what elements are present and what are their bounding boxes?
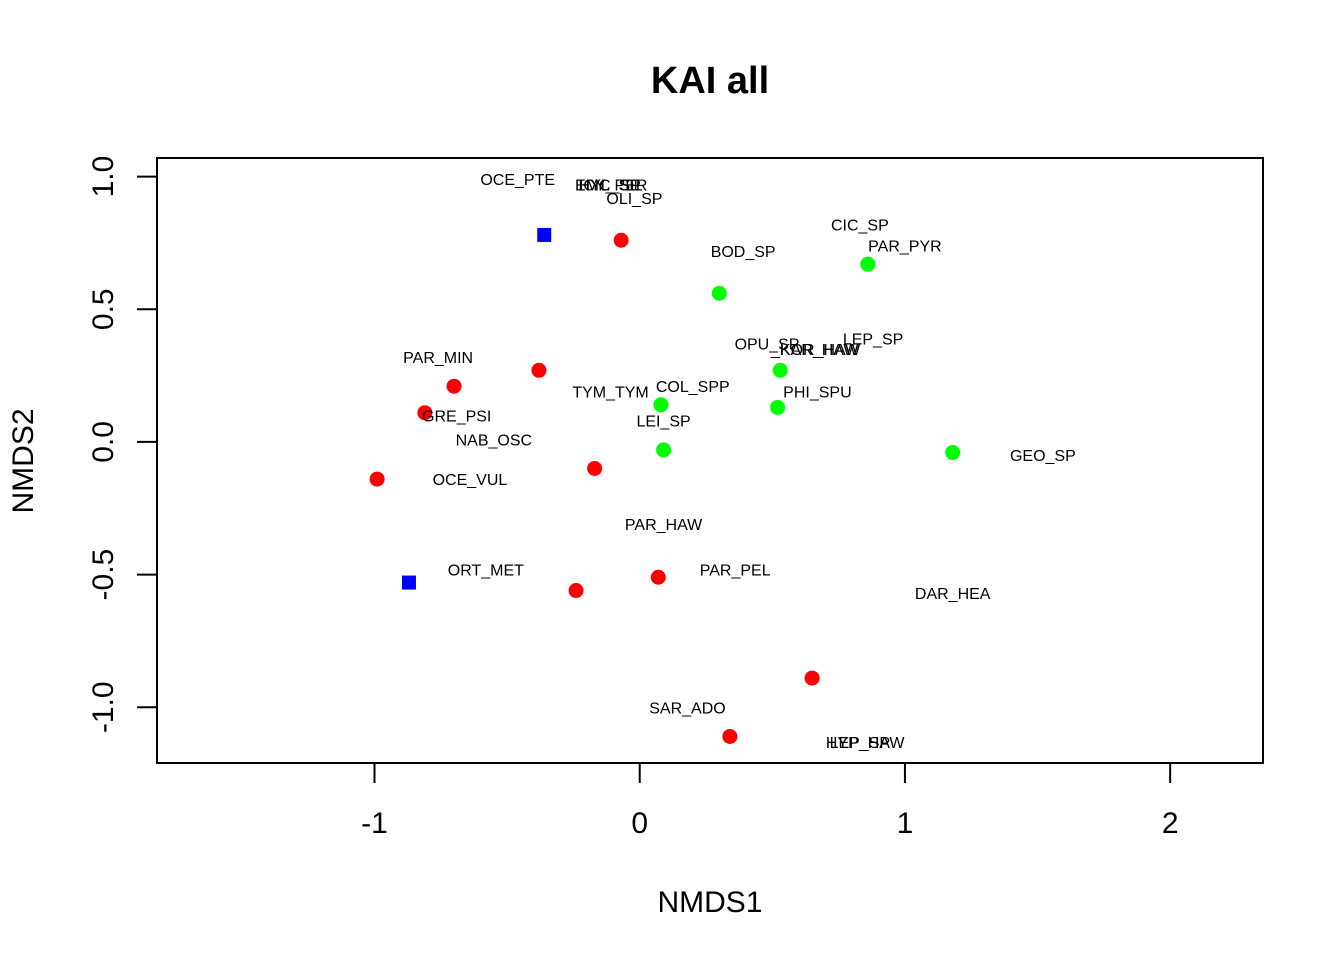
species-label: KOR_HAW [780,342,861,359]
species-label: LEI_SP [636,414,690,431]
species-label: CIC_SP [831,217,889,234]
data-point-green-circle [656,442,672,458]
y-tick-label: 0.5 [87,288,120,330]
species-label: HYL_SIL [579,178,643,195]
species-label: BOD_SP [711,244,776,261]
y-tick-label: -0.5 [87,549,120,601]
species-label: HYP_HAW [826,735,905,752]
species-label: PAR_HAW [625,517,703,534]
data-point-red-circle [369,471,385,487]
species-label: OLI_SP [606,191,662,208]
species-label: GEO_SP [1010,448,1076,465]
species-label: OCE_PTE [480,172,555,189]
species-label: _KAR_HAW [770,342,859,359]
x-tick-label: 1 [897,807,914,840]
x-axis-label: NMDS1 [657,886,762,919]
species-label: PAR_PEL [700,562,771,579]
species-label: PAR_PYR [868,239,942,256]
species-label: TYM_TYM [572,385,648,402]
data-point-green-circle [860,256,876,272]
data-point-blue-square [401,575,416,590]
data-point-red-circle [446,378,462,394]
y-tick-label: 1.0 [87,156,120,198]
data-point-red-circle [531,362,547,378]
species-label: EMC_SP [575,178,641,195]
x-axis: -1 0 1 2 [361,762,1179,840]
species-label: LEP_SP [843,331,903,348]
x-tick-label: 0 [631,807,648,840]
y-axis-label: NMDS2 [7,408,40,513]
species-label: COL_SPP [656,379,730,396]
species-label: NAB_OSC [456,432,532,449]
species-label: OCE_VUL [433,472,508,489]
data-point-red-circle [568,583,584,599]
data-points [369,227,961,744]
data-point-red-circle [804,670,820,686]
x-tick-label: 2 [1162,807,1179,840]
species-label: GRE_PSI [422,408,491,425]
y-tick-label: -1.0 [87,681,120,733]
species-label: PHI_SPU [783,385,851,402]
data-point-red-circle [587,460,603,476]
species-label: PAR_MIN [403,350,473,367]
data-point-green-circle [653,397,669,413]
data-point-red-circle [417,405,433,421]
chart-title: KAI all [651,60,769,102]
data-point-green-circle [945,445,961,461]
data-point-red-circle [613,232,629,248]
species-label: OPU_SP [735,337,800,354]
species-label: DAR_HEA [915,586,991,603]
species-label: ICY_PER [579,178,647,195]
species-label: LEP_SP [830,735,890,752]
data-point-red-circle [722,728,738,744]
x-tick-label: -1 [361,807,388,840]
data-point-green-circle [770,399,786,415]
data-point-blue-square [537,227,552,242]
y-axis: -1.0 -0.5 0.0 0.5 1.0 [87,156,158,733]
data-point-green-circle [772,362,788,378]
species-label: ORT_MET [448,562,524,579]
species-label: SAR_ADO [649,700,725,717]
data-point-red-circle [650,569,666,585]
y-tick-label: 0.0 [87,421,120,463]
data-point-green-circle [711,285,727,301]
